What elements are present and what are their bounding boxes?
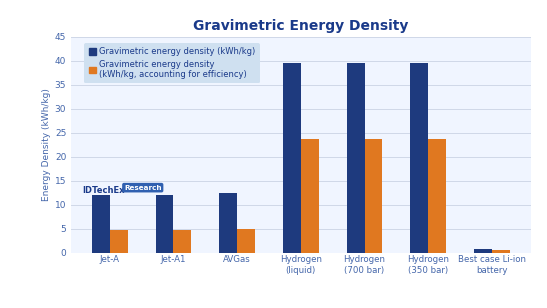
Bar <box>428 139 446 253</box>
Text: Research: Research <box>124 184 161 191</box>
Bar <box>474 249 492 253</box>
Bar <box>92 195 110 253</box>
Title: Gravimetric Energy Density: Gravimetric Energy Density <box>193 19 409 33</box>
Bar <box>219 193 237 253</box>
Bar <box>237 229 255 253</box>
Bar <box>347 63 364 253</box>
Legend: Gravimetric energy density (kWh/kg), Gravimetric energy density
(kWh/kg, account: Gravimetric energy density (kWh/kg), Gra… <box>84 43 260 83</box>
Bar <box>364 139 382 253</box>
Y-axis label: Energy Density (kWh/kg): Energy Density (kWh/kg) <box>42 88 50 201</box>
Bar <box>301 139 319 253</box>
Bar <box>410 63 428 253</box>
Bar <box>492 250 510 253</box>
Bar <box>173 229 191 253</box>
Bar <box>156 195 173 253</box>
Bar <box>283 63 301 253</box>
Text: IDTechEx: IDTechEx <box>83 186 125 195</box>
Bar <box>110 229 127 253</box>
